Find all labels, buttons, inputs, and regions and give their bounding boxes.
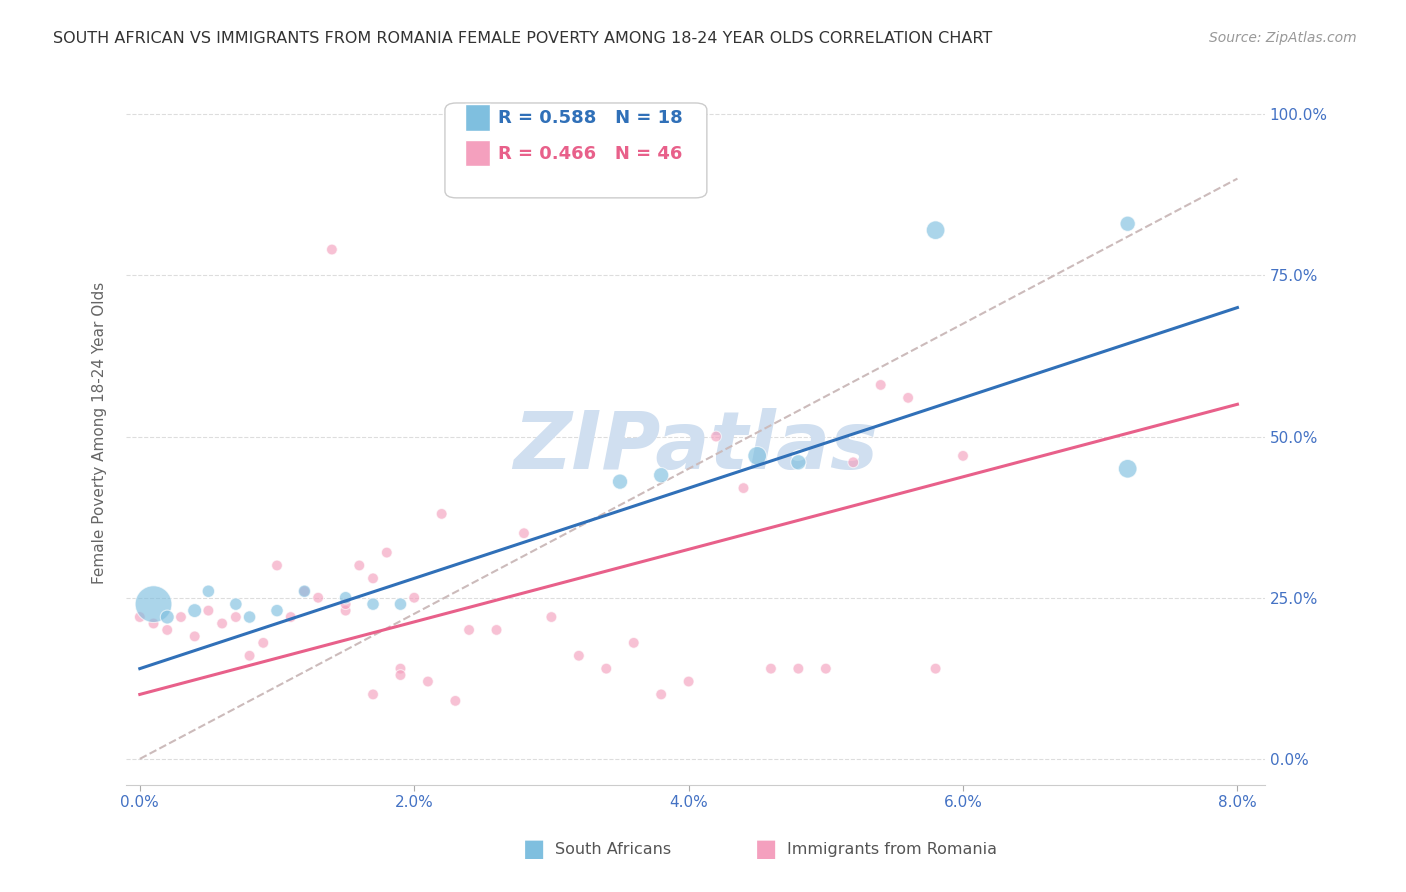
Point [678, 674, 700, 689]
Point [458, 623, 481, 637]
Point [924, 662, 946, 676]
Point [389, 597, 412, 611]
Text: ■: ■ [523, 838, 546, 861]
Point [294, 584, 316, 599]
Point [897, 391, 920, 405]
Point [170, 610, 193, 624]
Bar [465, 139, 491, 166]
Point [252, 636, 274, 650]
Point [404, 591, 426, 605]
Point [280, 610, 302, 624]
Point [361, 687, 384, 701]
Point [389, 668, 412, 682]
Text: SOUTH AFRICAN VS IMMIGRANTS FROM ROMANIA FEMALE POVERTY AMONG 18-24 YEAR OLDS CO: SOUTH AFRICAN VS IMMIGRANTS FROM ROMANIA… [53, 31, 993, 46]
Point [361, 597, 384, 611]
Point [211, 616, 233, 631]
Point [335, 604, 357, 618]
FancyBboxPatch shape [444, 103, 707, 198]
Text: R = 0.588   N = 18: R = 0.588 N = 18 [499, 109, 683, 127]
Point [747, 449, 769, 463]
Point [156, 623, 179, 637]
Point [349, 558, 371, 573]
Bar [465, 104, 491, 131]
Point [361, 571, 384, 585]
Point [389, 662, 412, 676]
Point [952, 449, 974, 463]
Point [156, 610, 179, 624]
Point [650, 687, 672, 701]
Point [142, 616, 165, 631]
Point [485, 623, 508, 637]
Point [568, 648, 591, 663]
Point [416, 674, 439, 689]
Point [869, 378, 891, 392]
Point [238, 648, 260, 663]
Point [183, 604, 205, 618]
Point [430, 507, 453, 521]
Point [294, 584, 316, 599]
Text: ■: ■ [755, 838, 778, 861]
Point [183, 629, 205, 643]
Point [842, 455, 865, 469]
Point [609, 475, 631, 489]
Point [225, 597, 247, 611]
Point [787, 455, 810, 469]
Text: South Africans: South Africans [555, 842, 672, 856]
Point [513, 526, 536, 541]
Point [238, 610, 260, 624]
Point [197, 604, 219, 618]
Point [759, 662, 782, 676]
Point [650, 468, 672, 483]
Point [1116, 462, 1139, 476]
Point [814, 662, 837, 676]
Point [924, 223, 946, 237]
Point [733, 481, 755, 495]
Point [307, 591, 329, 605]
Point [321, 243, 343, 257]
Point [142, 597, 165, 611]
Point [595, 662, 617, 676]
Point [128, 610, 150, 624]
Text: R = 0.466   N = 46: R = 0.466 N = 46 [499, 145, 683, 162]
Point [335, 597, 357, 611]
Point [1116, 217, 1139, 231]
Point [335, 591, 357, 605]
Point [623, 636, 645, 650]
Point [444, 694, 467, 708]
Point [787, 662, 810, 676]
Point [375, 545, 398, 559]
Point [197, 584, 219, 599]
Point [266, 604, 288, 618]
Point [704, 429, 727, 443]
Point [540, 610, 562, 624]
Text: ZIPatlas: ZIPatlas [513, 409, 877, 486]
Text: Source: ZipAtlas.com: Source: ZipAtlas.com [1209, 31, 1357, 45]
Point [266, 558, 288, 573]
Y-axis label: Female Poverty Among 18-24 Year Olds: Female Poverty Among 18-24 Year Olds [93, 282, 107, 584]
Point [225, 610, 247, 624]
Text: Immigrants from Romania: Immigrants from Romania [787, 842, 997, 856]
